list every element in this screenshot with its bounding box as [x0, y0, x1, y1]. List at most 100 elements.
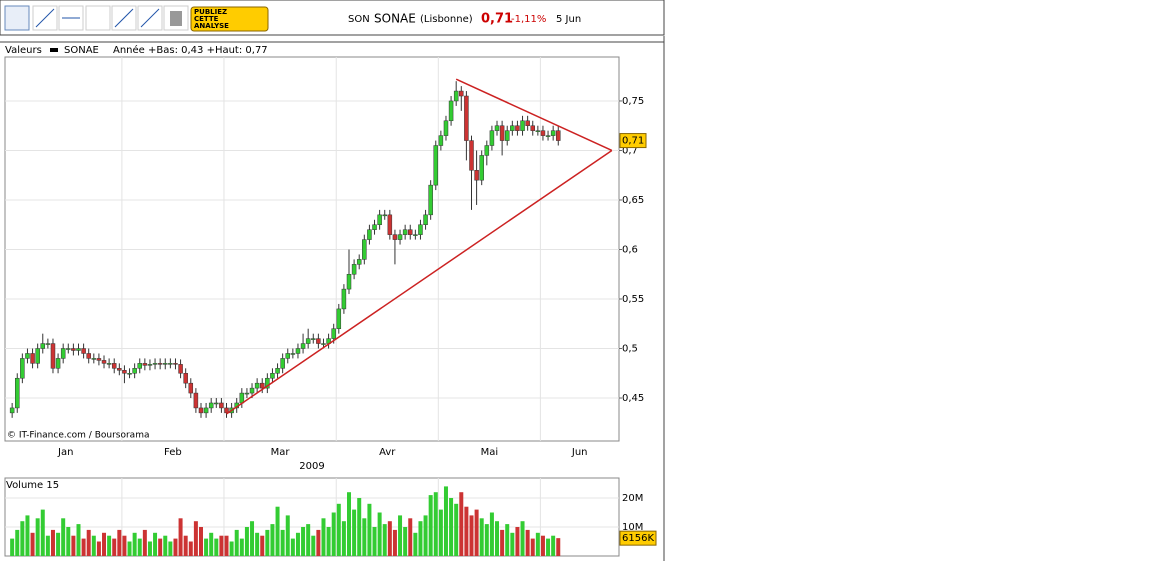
volume-bar: [260, 535, 265, 556]
candle-body: [239, 392, 245, 404]
candle-body: [60, 348, 66, 359]
volume-bar: [331, 512, 336, 556]
volume-bar: [403, 527, 408, 556]
legend-entry: SONAE: [64, 45, 99, 56]
candle-body: [331, 328, 336, 339]
x-tick-label: Mar: [271, 447, 291, 458]
volume-bar: [540, 535, 545, 556]
volume-bar: [479, 518, 484, 556]
candle-body: [377, 214, 382, 225]
candle-body: [178, 364, 183, 374]
candle-body: [254, 382, 260, 389]
volume-bar: [224, 535, 229, 556]
fib-tool[interactable]: [85, 5, 111, 31]
zoom-tool[interactable]: [4, 5, 30, 31]
volume-bar: [398, 515, 403, 556]
volume-bar: [91, 535, 96, 556]
candle-body: [224, 407, 229, 414]
last-price-box: [619, 133, 647, 149]
candle-body: [25, 353, 30, 359]
candle-body: [367, 229, 372, 240]
volume-bar: [229, 541, 234, 556]
candle-body: [203, 407, 209, 414]
icon: [35, 8, 55, 28]
volume-bar: [418, 521, 423, 556]
volume-bar: [163, 535, 168, 556]
candle-body: [163, 363, 168, 365]
candle-body: [484, 145, 490, 156]
candle-body: [300, 343, 306, 349]
x-tick-label: Feb: [164, 447, 182, 458]
candle-body: [86, 353, 91, 359]
change: -1,11%: [511, 14, 546, 25]
candle-body: [494, 125, 500, 131]
volume-bar: [546, 538, 551, 556]
candle-body: [474, 170, 479, 181]
candle-body: [382, 214, 387, 217]
candle-body: [515, 125, 520, 131]
volume-bar: [413, 532, 418, 556]
candle-body: [295, 348, 301, 354]
volume-bar: [81, 538, 86, 556]
volume-bar: [556, 538, 561, 556]
volume-bar: [321, 518, 326, 556]
volume-bar: [15, 529, 20, 556]
publish-button[interactable]: [190, 6, 269, 32]
candle-body: [305, 338, 311, 344]
candle-body: [418, 224, 423, 235]
candle-body: [408, 229, 413, 235]
candle-body: [14, 377, 20, 409]
y-tick-label: 0,5: [622, 344, 638, 355]
volume-bar: [459, 492, 464, 556]
candle-body: [362, 239, 367, 260]
candle-body: [55, 358, 61, 369]
y-tick-label: 0,65: [622, 195, 644, 206]
volume-bar: [535, 532, 540, 556]
candle-body: [259, 382, 265, 389]
volume-bar: [306, 524, 311, 556]
button-text: PUBLIEZ: [194, 8, 227, 16]
candle-body: [106, 363, 112, 365]
legend-note: Année +Bas: 0,43 +Haut: 0,77: [113, 44, 268, 56]
volume-bar: [45, 535, 50, 556]
candle-body: [392, 234, 398, 240]
volume-bar: [40, 509, 45, 556]
volume-bar: [50, 529, 55, 556]
volume-bar: [295, 532, 300, 556]
candle-body: [20, 358, 25, 379]
volume-bar: [454, 503, 459, 556]
volume-bar: [408, 518, 413, 556]
volume-bar: [489, 512, 494, 556]
x-tick-label: Mai: [481, 447, 499, 458]
candle-body: [66, 348, 71, 350]
volume-bar: [158, 538, 163, 556]
candle-body: [101, 360, 107, 364]
candle-body: [173, 363, 178, 365]
volume-bar: [377, 512, 382, 556]
y-tick-label: 0,55: [622, 294, 644, 305]
year-label: 2009: [299, 461, 324, 472]
candle-body: [50, 343, 56, 369]
candle-body: [402, 229, 408, 235]
volume-bar: [193, 521, 198, 556]
volume-bar: [372, 527, 377, 556]
candle-body: [520, 120, 525, 131]
y-tick-label: 10M: [622, 522, 643, 533]
tool-icons: [4, 5, 189, 31]
candle-body: [530, 125, 535, 131]
volume-bar: [66, 527, 71, 556]
volume-bar: [117, 529, 122, 556]
candle-body: [122, 370, 127, 374]
volume-bar: [219, 535, 224, 556]
x-tick-label: Jun: [571, 447, 588, 458]
candle-body: [45, 343, 51, 345]
volume-bar: [102, 532, 107, 556]
volume-bar: [520, 521, 525, 556]
candle-body: [351, 264, 357, 275]
volume-bar: [25, 515, 30, 556]
candle-body: [219, 402, 224, 409]
volume-bar: [178, 518, 183, 556]
volume-bar: [96, 541, 101, 556]
volume-bar: [214, 538, 219, 556]
volume-bar: [290, 538, 295, 556]
